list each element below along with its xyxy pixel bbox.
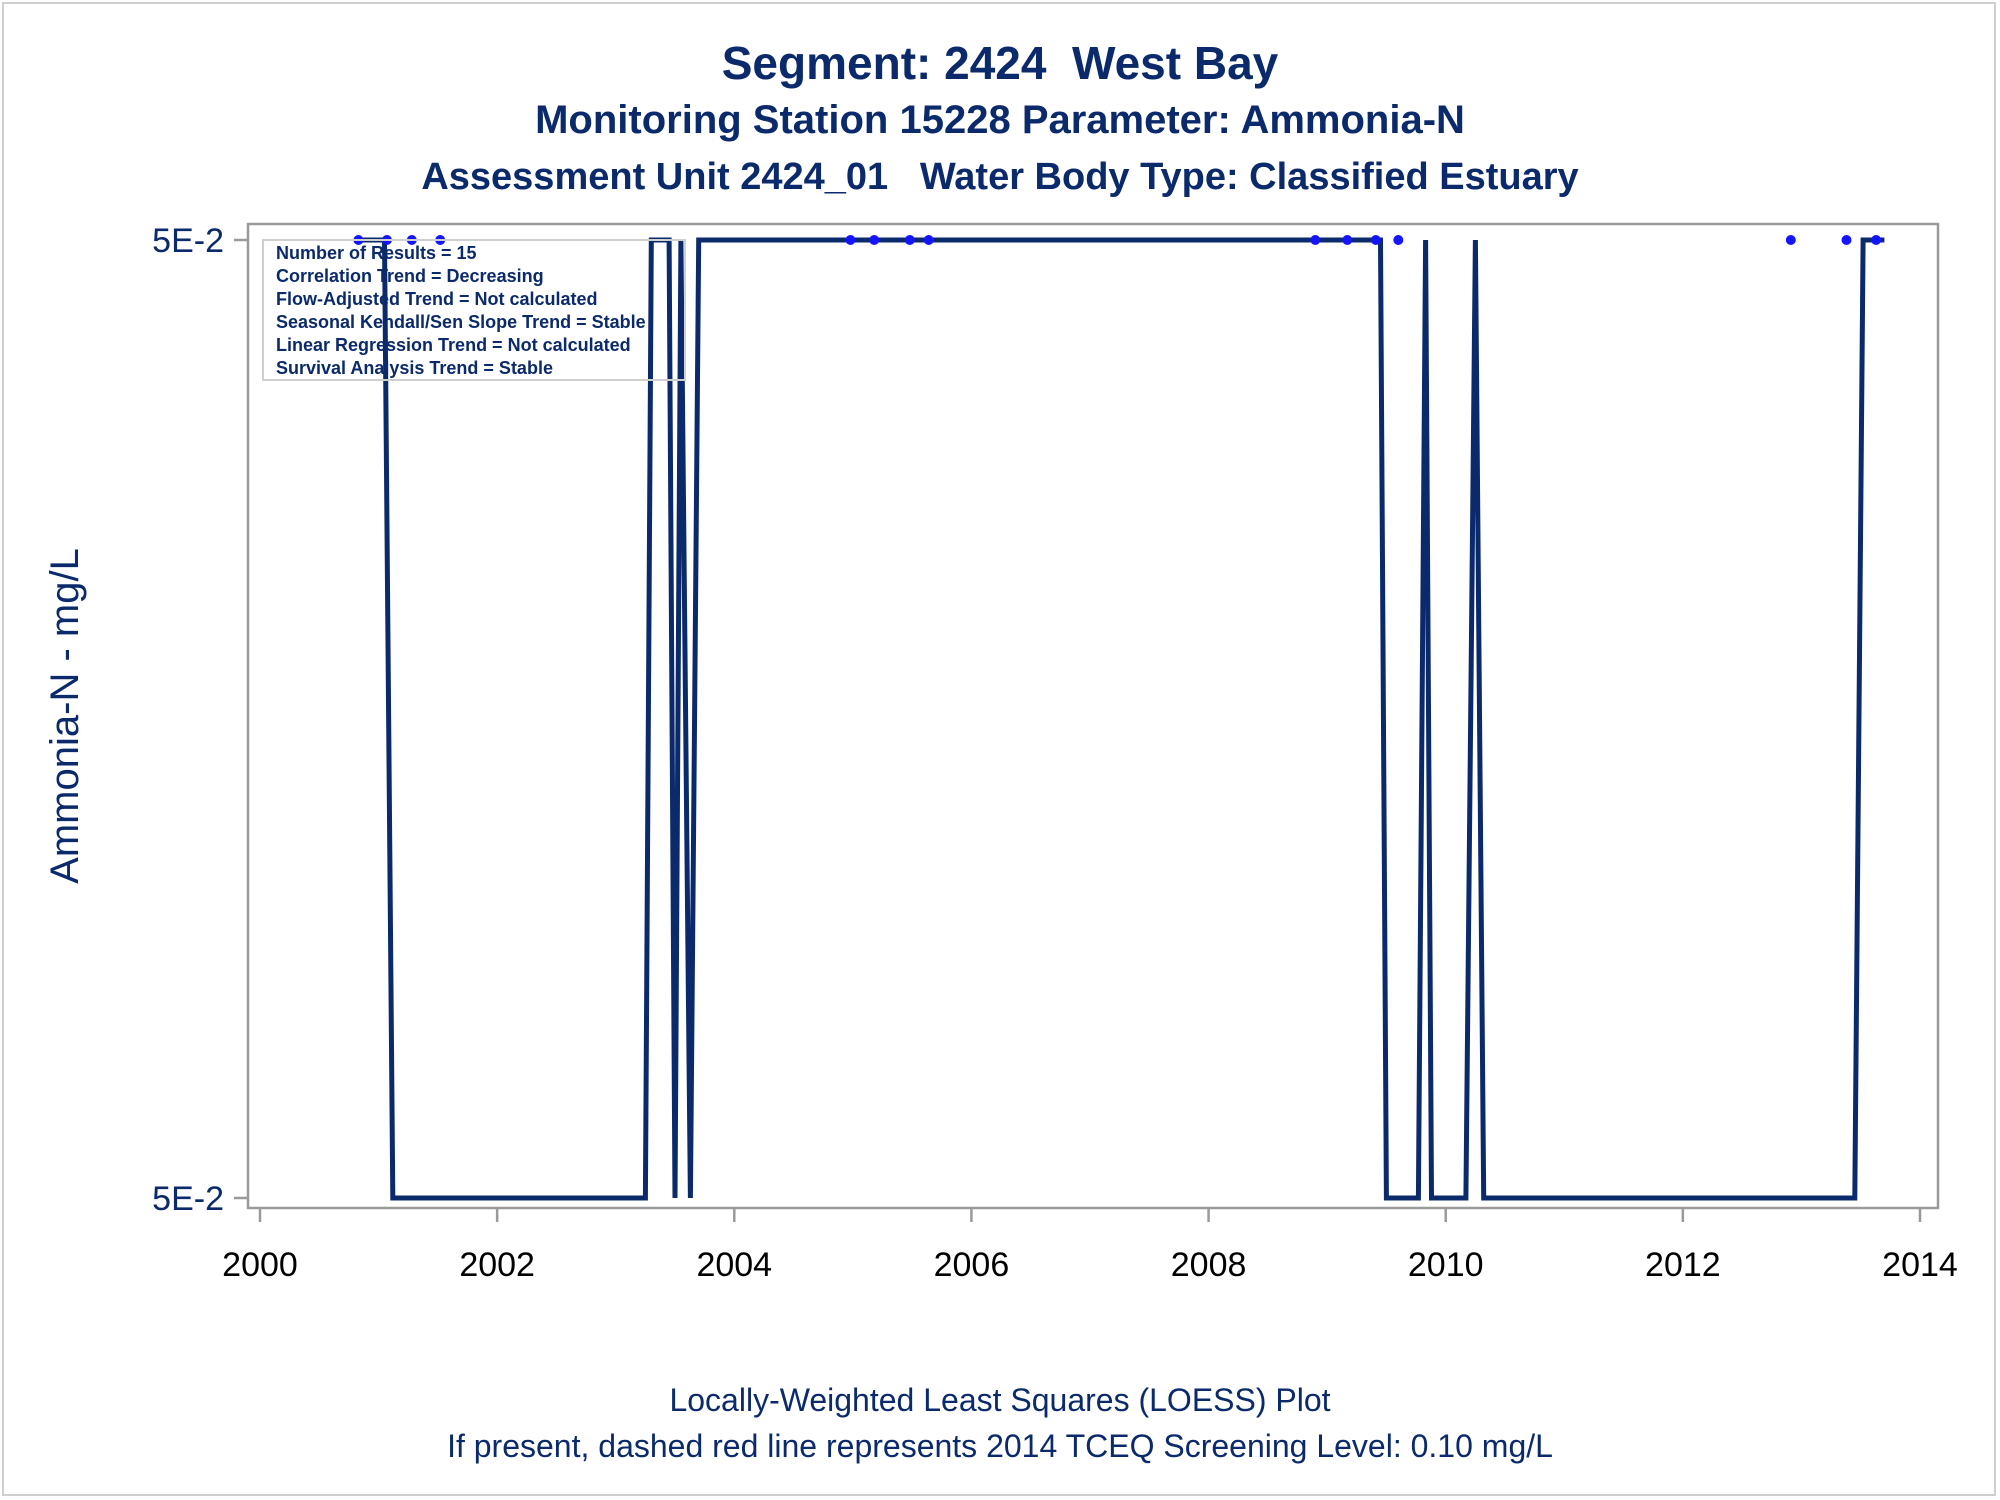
observation-point (904, 235, 915, 245)
loess-line-layer (354, 237, 1885, 1201)
x-tick-label: 2010 (1408, 1246, 1484, 1284)
observation-point (1310, 235, 1321, 245)
annotation-line: Linear Regression Trend = Not calculated (276, 335, 631, 355)
axis-ticks: 2000 2002 2004 2006 2008 2010 2012 2014 5E-2 5E-2 (152, 222, 1958, 1284)
x-tick-label: 2004 (696, 1246, 772, 1284)
plot-area-frame (246, 222, 1940, 1210)
y-tick-label: 5E-2 (152, 1180, 224, 1218)
observation-point (1841, 235, 1852, 245)
annotation-line: Seasonal Kendall/Sen Slope Trend = Stabl… (276, 312, 646, 332)
y-axis-label: Ammonia-N - mg/L (43, 548, 87, 884)
observation-point (1871, 235, 1882, 245)
observation-point (923, 235, 934, 245)
x-tick-label: 2002 (459, 1246, 535, 1284)
observation-point (1393, 235, 1404, 245)
chart-title: Segment: 2424 West Bay (721, 37, 1279, 89)
footnote-screening-level: If present, dashed red line represents 2… (447, 1428, 1553, 1464)
annotation-line: Flow-Adjusted Trend = Not calculated (276, 289, 598, 309)
annotation-box: Number of Results = 15 Correlation Trend … (262, 239, 686, 381)
annotation-box-frame (262, 239, 686, 381)
chart-subtitle: Monitoring Station 15228 Parameter: Ammo… (535, 98, 1465, 142)
chart-subtitle-2: Assessment Unit 2424_01 Water Body Type:… (421, 156, 1579, 198)
x-tick-label: 2008 (1171, 1246, 1247, 1284)
footnote-loess: Locally-Weighted Least Squares (LOESS) P… (669, 1382, 1331, 1418)
x-tick-label: 2006 (934, 1246, 1010, 1284)
annotation-line: Number of Results = 15 (276, 243, 477, 263)
observation-point (845, 235, 856, 245)
observation-point (1785, 235, 1796, 245)
x-tick-label: 2012 (1645, 1246, 1721, 1284)
observation-point (1342, 235, 1353, 245)
loess-line (354, 237, 1885, 1201)
annotation-line: Correlation Trend = Decreasing (276, 266, 544, 286)
observation-point (869, 235, 880, 245)
x-tick-label: 2014 (1882, 1246, 1958, 1284)
y-tick-label: 5E-2 (152, 222, 224, 260)
x-tick-label: 2000 (222, 1246, 298, 1284)
annotation-line: Survival Analysis Trend = Stable (276, 358, 553, 378)
observation-point (1370, 235, 1381, 245)
